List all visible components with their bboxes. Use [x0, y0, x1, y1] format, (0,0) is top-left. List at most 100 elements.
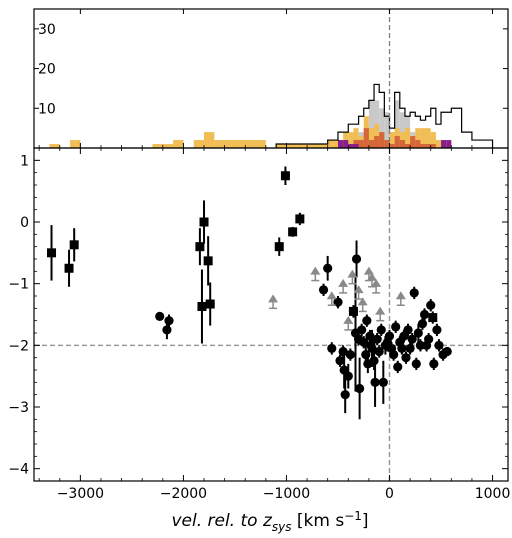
circle-marker [413, 328, 423, 338]
main-plot-area [34, 148, 508, 481]
limit-arrow-head [353, 285, 364, 294]
circle-marker [162, 325, 172, 335]
top-y-tick-label: 30 [38, 22, 56, 38]
x-tick-label: −1000 [263, 486, 310, 502]
circle-marker [393, 362, 403, 372]
circle-marker [323, 263, 333, 273]
limit-arrow-head [366, 272, 377, 281]
hist-bar [368, 128, 375, 148]
hist-bar [410, 136, 416, 148]
circle-marker [401, 353, 411, 363]
hist-bar [374, 136, 380, 148]
x-tick-label: −3000 [57, 486, 104, 502]
y-tick-label: −3 [8, 400, 29, 416]
hist-bar [162, 144, 174, 148]
hist-bar [70, 140, 81, 148]
circle-marker [345, 349, 355, 360]
circle-marker [370, 377, 380, 387]
circle-marker [164, 316, 174, 326]
hist-bar [435, 140, 442, 148]
circle-marker [362, 316, 372, 326]
square-marker [64, 263, 74, 273]
circle-marker [426, 300, 436, 310]
circle-marker [359, 337, 369, 347]
hist-bar [193, 140, 205, 148]
hist-bar [415, 128, 421, 148]
circle-marker [378, 377, 388, 387]
circle-marker [417, 319, 428, 329]
circle-marker [397, 343, 407, 354]
top-y-tick-label: 10 [38, 101, 56, 117]
x-axis-label-superscript: −1 [344, 509, 362, 523]
limit-arrow-head [310, 266, 321, 275]
circle-marker [343, 371, 353, 381]
x-tick-label: 0 [385, 486, 394, 502]
hist-bar [384, 112, 390, 148]
top-y-tick-label: 20 [38, 62, 56, 78]
top-histogram-panel: 10 20 30 [33, 8, 509, 149]
square-marker [199, 217, 209, 227]
circle-marker [429, 359, 439, 369]
circle-marker [318, 285, 329, 295]
square-marker [428, 313, 438, 323]
limit-arrow-head [357, 297, 368, 306]
hist-bar [425, 144, 431, 148]
hist-bar [296, 144, 308, 148]
x-axis-label-main: vel. rel. to z [171, 511, 272, 531]
limit-arrow-head [343, 315, 354, 324]
circle-marker [367, 343, 377, 354]
square-marker [274, 242, 284, 252]
circle-marker [369, 356, 379, 366]
circle-marker [340, 390, 350, 400]
circle-marker [327, 343, 337, 354]
circle-marker [411, 359, 421, 369]
hist-bar [327, 140, 338, 148]
hist-bar [286, 144, 297, 148]
main-frame [33, 147, 509, 482]
square-marker [69, 240, 79, 250]
circle-marker [155, 311, 165, 321]
circle-marker [333, 297, 343, 307]
limit-arrow-head [326, 291, 337, 300]
circle-marker [338, 346, 348, 357]
hist-bar [343, 140, 349, 148]
hist-bar [152, 144, 163, 148]
limit-arrow-head [395, 291, 406, 300]
hist-bar [368, 100, 375, 148]
hist-bar [441, 140, 447, 148]
circle-marker [432, 325, 442, 335]
circle-marker [348, 306, 359, 317]
hist-bar [399, 140, 405, 148]
hist-bar [430, 132, 436, 148]
limit-arrow-head [363, 266, 374, 275]
circle-marker [355, 383, 365, 394]
top-frame [33, 8, 509, 149]
hist-bar [276, 144, 287, 148]
circle-marker [434, 340, 444, 350]
hist-bar [348, 144, 354, 148]
hist-bar [430, 144, 436, 148]
circle-marker [424, 334, 434, 344]
limit-arrow-head [338, 278, 349, 287]
hist-bar [337, 140, 344, 148]
limit-arrow-head [371, 278, 382, 287]
hist-bar [363, 128, 369, 148]
hist-bar [394, 136, 400, 148]
circle-marker [403, 325, 413, 335]
hist-bar [204, 132, 215, 148]
x-axis-label-subscript: sys [272, 520, 292, 534]
hist-bar [420, 144, 426, 148]
y-tick-label: −1 [8, 277, 29, 293]
circle-marker [391, 322, 401, 332]
y-tick-label: 0 [20, 215, 29, 231]
limit-arrow-head [375, 306, 386, 315]
main-scatter-panel: −3000 −2000 −1000 0 1000 −4 −3 −2 −1 0 1 [8, 147, 510, 502]
hist-bar [394, 100, 400, 148]
hist-bar [379, 132, 385, 148]
y-tick-label: 1 [20, 153, 29, 169]
circle-marker [389, 349, 399, 360]
circle-marker [407, 334, 417, 344]
hist-bar [389, 144, 395, 148]
circle-marker [405, 343, 415, 354]
